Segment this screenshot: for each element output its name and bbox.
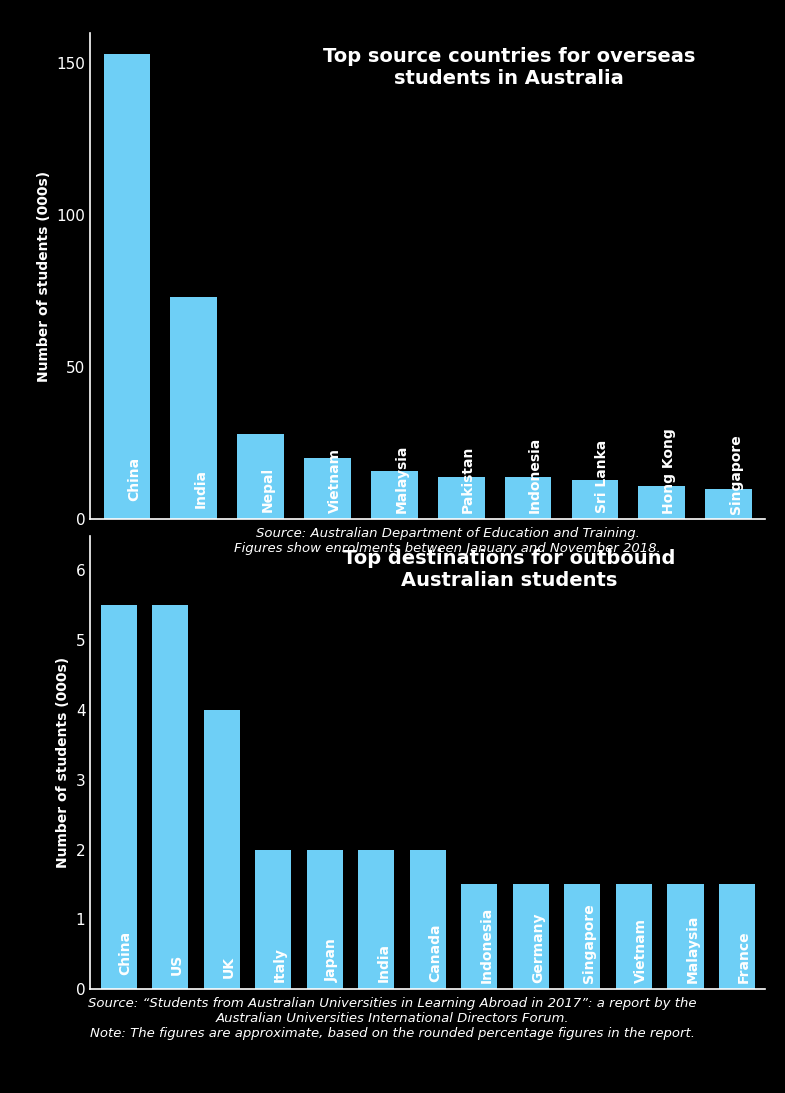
Text: Canada: Canada [428, 924, 442, 983]
Bar [104, 54, 151, 519]
Bar [152, 606, 188, 989]
Bar [505, 477, 552, 519]
Text: Nepal: Nepal [261, 467, 275, 512]
Text: Singapore: Singapore [582, 904, 597, 984]
Bar [571, 480, 619, 519]
Bar [616, 884, 652, 989]
Bar [237, 434, 284, 519]
Text: Source: “Students from Australian Universities in Learning Abroad in 2017”: a re: Source: “Students from Australian Univer… [88, 997, 697, 1039]
Bar [513, 884, 549, 989]
Text: Italy: Italy [273, 948, 287, 983]
Text: India: India [194, 469, 208, 508]
Bar [307, 849, 343, 989]
Bar [358, 849, 394, 989]
Text: Vietnam: Vietnam [327, 448, 341, 513]
Bar [564, 884, 601, 989]
Text: Germany: Germany [531, 913, 545, 984]
Bar [719, 884, 755, 989]
Text: Malaysia: Malaysia [685, 915, 699, 984]
Text: Source: Australian Department of Education and Training.
Figures show enrolments: Source: Australian Department of Educati… [234, 527, 661, 555]
Text: UK: UK [221, 956, 236, 978]
Text: Singapore: Singapore [728, 434, 743, 514]
Text: China: China [119, 931, 133, 975]
Bar [170, 297, 217, 519]
Bar [638, 485, 685, 519]
Text: US: US [170, 953, 184, 975]
Bar [410, 849, 446, 989]
Bar [705, 489, 752, 519]
Bar [255, 849, 291, 989]
Text: France: France [737, 930, 751, 984]
Text: Vietnam: Vietnam [634, 918, 648, 984]
Text: Top destinations for outbound
Australian students: Top destinations for outbound Australian… [342, 549, 675, 590]
Bar [100, 606, 137, 989]
Text: Malaysia: Malaysia [394, 445, 408, 513]
Text: Hong Kong: Hong Kong [662, 427, 676, 514]
Bar [667, 884, 703, 989]
Text: Japan: Japan [325, 938, 339, 983]
Text: Pakistan: Pakistan [462, 446, 475, 514]
Bar [203, 710, 239, 989]
Text: China: China [127, 457, 141, 501]
Bar [462, 884, 498, 989]
Text: Sri Lanka: Sri Lanka [595, 440, 609, 514]
Bar [371, 470, 418, 519]
Y-axis label: Number of students (000s): Number of students (000s) [37, 171, 51, 381]
Text: Top source countries for overseas
students in Australia: Top source countries for overseas studen… [323, 47, 695, 89]
Text: India: India [376, 943, 390, 983]
Y-axis label: Number of students (000s): Number of students (000s) [56, 657, 70, 868]
Bar [438, 477, 484, 519]
Text: Indonesia: Indonesia [480, 907, 493, 984]
Text: Indonesia: Indonesia [528, 437, 542, 514]
Bar [304, 458, 351, 519]
